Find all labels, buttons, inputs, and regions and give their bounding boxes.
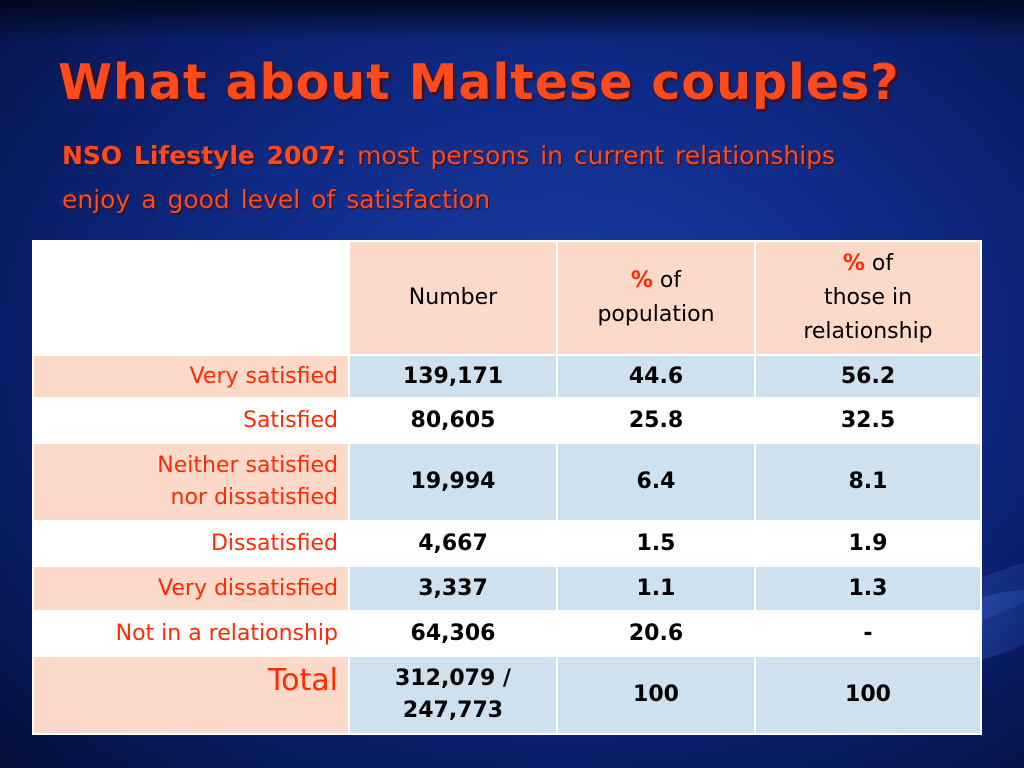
percent-sign: % (842, 251, 865, 276)
cell-population-pct: 25.8 (556, 397, 756, 444)
cell-number: 19,994 (348, 442, 558, 522)
subtitle-text: most persons in current relationships en… (62, 141, 836, 214)
header-corner-cell (32, 240, 350, 356)
header-relationship: % of those in relationship (754, 240, 982, 356)
cell-relationship-pct: - (754, 610, 982, 657)
cell-total-number: 312,079 /247,773 (348, 655, 558, 735)
table-row: Very dissatisfied 3,337 1.1 1.3 (32, 565, 982, 612)
total-row: Total 312,079 /247,773 100 100 (32, 655, 982, 735)
cell-population-pct: 1.5 (556, 520, 756, 567)
cell-number: 80,605 (348, 397, 558, 444)
cell-number: 4,667 (348, 520, 558, 567)
row-label: Not in a relationship (32, 610, 350, 657)
cell-relationship-pct: 8.1 (754, 442, 982, 522)
satisfaction-table: Number % of population % of those in relati… (32, 240, 982, 735)
table-row: Satisfied 80,605 25.8 32.5 (32, 397, 982, 444)
cell-relationship-pct: 56.2 (754, 354, 982, 399)
cell-population-pct: 6.4 (556, 442, 756, 522)
cell-population-pct: 20.6 (556, 610, 756, 657)
slide-subtitle: NSO Lifestyle 2007: most persons in curr… (62, 134, 882, 222)
cell-population-pct: 44.6 (556, 354, 756, 399)
row-label: Satisfied (32, 397, 350, 444)
table-row: Very satisfied 139,171 44.6 56.2 (32, 354, 982, 399)
row-label: Very dissatisfied (32, 565, 350, 612)
cell-number: 3,337 (348, 565, 558, 612)
cell-number: 64,306 (348, 610, 558, 657)
top-band (0, 0, 1024, 40)
header-row: Number % of population % of those in relati… (32, 240, 982, 356)
table-row: Neither satisfied nor dissatisfied 19,994… (32, 442, 982, 522)
table-row: Dissatisfied 4,667 1.5 1.9 (32, 520, 982, 567)
table-row: Not in a relationship 64,306 20.6 - (32, 610, 982, 657)
row-label: Neither satisfied nor dissatisfied (32, 442, 350, 522)
percent-sign: % (630, 268, 653, 293)
cell-relationship-pct: 1.3 (754, 565, 982, 612)
row-label: Dissatisfied (32, 520, 350, 567)
cell-relationship-pct: 32.5 (754, 397, 982, 444)
cell-total-population-pct: 100 (556, 655, 756, 735)
subtitle-lead: NSO Lifestyle 2007: (62, 141, 347, 170)
cell-relationship-pct: 1.9 (754, 520, 982, 567)
cell-number: 139,171 (348, 354, 558, 399)
cell-population-pct: 1.1 (556, 565, 756, 612)
cell-total-relationship-pct: 100 (754, 655, 982, 735)
header-number: Number (348, 240, 558, 356)
header-population: % of population (556, 240, 756, 356)
total-label: Total (32, 655, 350, 735)
row-label: Very satisfied (32, 354, 350, 399)
slide-title: What about Maltese couples? (58, 54, 900, 111)
